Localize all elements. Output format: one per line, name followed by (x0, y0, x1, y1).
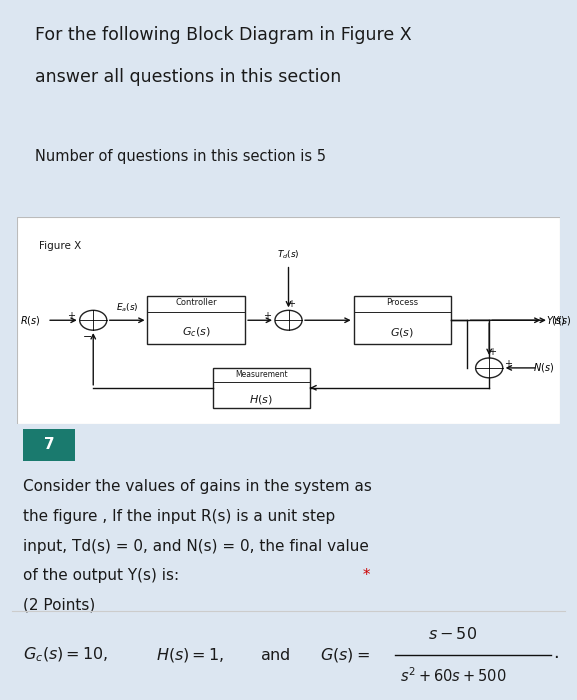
Text: $s - 50$: $s - 50$ (428, 626, 478, 642)
Text: +: + (68, 312, 76, 321)
Text: Controller: Controller (175, 298, 217, 307)
Text: +: + (287, 299, 295, 309)
Text: $Y(s)$: $Y(s)$ (546, 314, 566, 327)
Bar (354, 296, 451, 344)
Text: $G(s)$: $G(s)$ (390, 326, 414, 339)
FancyBboxPatch shape (23, 429, 75, 461)
Text: *: * (358, 568, 370, 583)
Text: For the following Block Diagram in Figure X: For the following Block Diagram in Figur… (35, 26, 411, 43)
Text: $.$: $.$ (553, 644, 559, 661)
Text: $G_c(s) = 10,$: $G_c(s) = 10,$ (23, 645, 108, 664)
Text: $Y(s)$: $Y(s)$ (552, 314, 571, 327)
Text: Number of questions in this section is 5: Number of questions in this section is 5 (35, 150, 325, 164)
Text: of the output Y(s) is:: of the output Y(s) is: (23, 568, 179, 583)
Text: $H(s)$: $H(s)$ (249, 393, 273, 406)
Text: $G_c(s)$: $G_c(s)$ (182, 326, 211, 339)
Bar (212, 368, 310, 407)
Text: $\mathrm{and}$: $\mathrm{and}$ (260, 647, 290, 662)
Text: +: + (488, 346, 496, 357)
Text: +: + (263, 312, 271, 321)
Text: the figure , If the input R(s) is a unit step: the figure , If the input R(s) is a unit… (23, 509, 335, 524)
Bar (148, 296, 245, 344)
Text: Consider the values of gains in the system as: Consider the values of gains in the syst… (23, 479, 372, 494)
Text: input, Td(s) = 0, and N(s) = 0, the final value: input, Td(s) = 0, and N(s) = 0, the fina… (23, 538, 369, 554)
Text: −: − (83, 332, 92, 342)
Text: Measurement: Measurement (235, 370, 288, 379)
Text: $E_a(s)$: $E_a(s)$ (116, 302, 138, 314)
Text: Figure X: Figure X (39, 241, 81, 251)
Text: $R(s)$: $R(s)$ (20, 314, 40, 327)
Text: $s^2 + 60s + 500$: $s^2 + 60s + 500$ (400, 666, 506, 685)
Text: answer all questions in this section: answer all questions in this section (35, 69, 341, 86)
Text: $N(s)$: $N(s)$ (533, 361, 554, 374)
Text: $T_d(s)$: $T_d(s)$ (277, 248, 300, 260)
Text: +: + (504, 359, 512, 369)
Text: 7: 7 (44, 438, 54, 452)
Text: (2 Points): (2 Points) (23, 598, 95, 613)
Text: $G(s) =$: $G(s) =$ (320, 645, 370, 664)
Text: Process: Process (387, 298, 418, 307)
Text: $H(s) = 1,$: $H(s) = 1,$ (156, 645, 224, 664)
